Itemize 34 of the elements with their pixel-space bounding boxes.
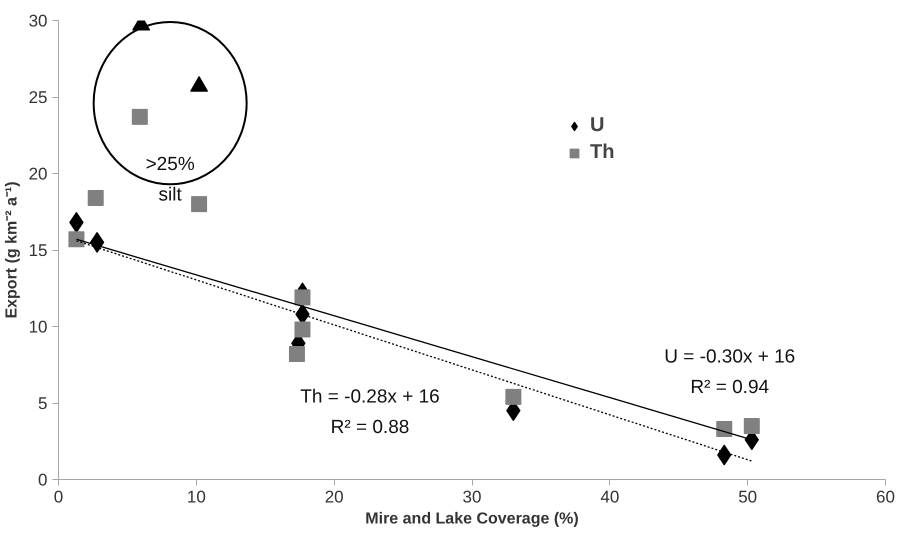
y-tick-label: 30 [28, 12, 48, 30]
y-axis-title: Export (g km⁻² a⁻¹) [4, 181, 21, 319]
point [744, 418, 760, 434]
annotation: >25% [146, 154, 195, 175]
point [505, 388, 522, 405]
y-tick-label: 5 [38, 394, 48, 413]
annotation: U = -0.30x + 16 [664, 346, 796, 368]
y-tick-label: 20 [28, 164, 48, 184]
point [68, 231, 84, 248]
annotation: R² = 0.94 [690, 377, 770, 398]
annotation: R² = 0.88 [330, 416, 410, 438]
x-tick-label: 20 [324, 488, 344, 506]
y-tick-label: 25 [28, 88, 48, 107]
y-tick-label: 10 [28, 318, 48, 336]
x-tick-label: 60 [876, 488, 895, 506]
point [294, 322, 310, 338]
annotation: silt [158, 184, 182, 206]
x-tick-label: 30 [462, 488, 482, 506]
point [132, 108, 148, 125]
y-tick-label: 0 [38, 470, 48, 490]
x-tick-label: 40 [600, 488, 620, 506]
x-tick-label: 50 [738, 488, 758, 506]
point [716, 421, 732, 438]
annotation: Th = -0.28x + 16 [300, 386, 440, 408]
legend-label: U [590, 114, 606, 137]
point [294, 289, 310, 306]
x-tick-label: 0 [54, 488, 64, 506]
legend-label: Th [590, 141, 614, 164]
x-tick-label: 10 [186, 488, 206, 506]
point [191, 196, 208, 212]
y-tick-label: 15 [28, 241, 48, 260]
point [288, 346, 305, 362]
point [88, 190, 104, 206]
x-axis-title: Mire and Lake Coverage (%) [365, 510, 579, 528]
